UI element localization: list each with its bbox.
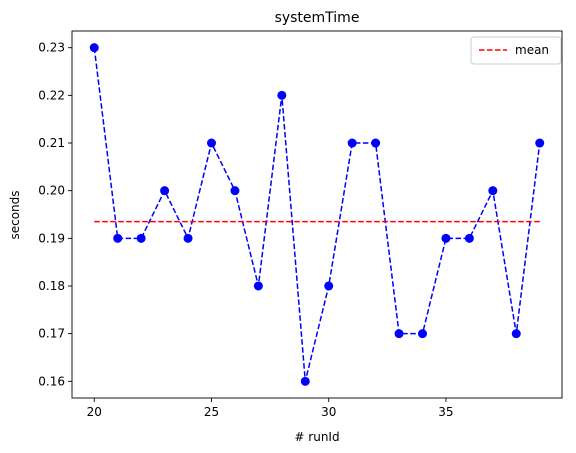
- data-point-data-0-38: [511, 329, 521, 339]
- x-tick-label-35: 35: [438, 405, 453, 419]
- y-tick-label-0.17: 0.17: [38, 327, 65, 341]
- data-point-data-0-39: [535, 138, 545, 148]
- data-point-data-0-24: [183, 233, 193, 243]
- data-point-data-0-29: [300, 376, 310, 386]
- data-point-data-0-30: [324, 281, 334, 291]
- axis-ticks: 20 25 30 35 0.16 0.17 0.18 0.19 0.20 0.21 0.22 0.23: [38, 41, 453, 419]
- data-point-data-0-25: [207, 138, 216, 148]
- x-tick-label-30: 30: [321, 405, 336, 419]
- data-point-data-0-33: [394, 329, 404, 339]
- legend-frame: [470, 36, 562, 65]
- data-point-data-0-20: [89, 43, 99, 53]
- plot-area: [71, 30, 563, 399]
- y-tick-label-0.18: 0.18: [38, 279, 65, 293]
- data-point-data-0-23: [160, 186, 170, 196]
- y-tick-label-0.19: 0.19: [38, 231, 65, 245]
- data-point-data-0-32: [371, 138, 381, 148]
- plot-frame: [71, 30, 563, 399]
- y-axis-label: seconds: [8, 190, 22, 239]
- legend-mean-label: mean: [515, 43, 549, 57]
- x-axis-label: # runId: [294, 430, 339, 444]
- data-point-data-0-35: [441, 233, 451, 243]
- data-point-data-0-27: [253, 281, 263, 291]
- data-point-data-0-31: [347, 138, 357, 148]
- data-point-data-0-22: [136, 233, 146, 243]
- y-tick-label-0.21: 0.21: [38, 136, 65, 150]
- data-point-data-0-26: [230, 186, 240, 196]
- y-tick-label-0.16: 0.16: [38, 374, 65, 388]
- data-point-data-0-36: [464, 233, 474, 243]
- legend: mean: [470, 36, 562, 65]
- y-tick-label-0.22: 0.22: [38, 88, 65, 102]
- y-tick-label-0.23: 0.23: [38, 41, 65, 55]
- series-line-data-0: [93, 47, 541, 382]
- data-point-data-0-37: [488, 186, 498, 196]
- x-tick-label-20: 20: [87, 405, 102, 419]
- chart-title: systemTime: [275, 10, 360, 26]
- y-tick-label-0.20: 0.20: [38, 184, 65, 198]
- data-point-data-0-34: [418, 329, 427, 339]
- data-point-data-0-21: [113, 233, 123, 243]
- data-point-data-0-28: [277, 90, 287, 100]
- x-tick-label-25: 25: [204, 405, 219, 419]
